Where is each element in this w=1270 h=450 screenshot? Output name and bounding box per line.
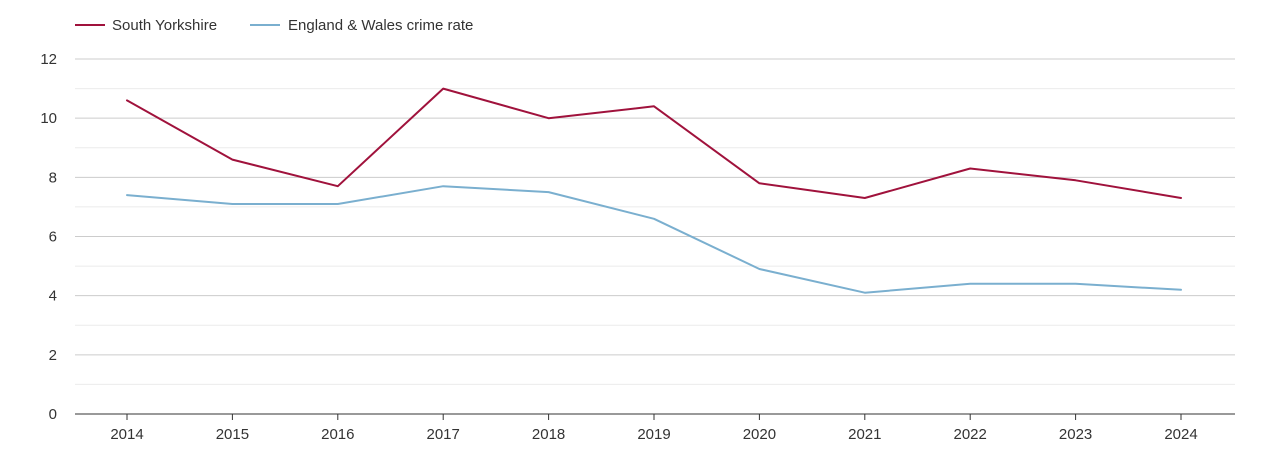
series-line-england-wales: [126, 185, 1182, 294]
x-tick-label: 2019: [637, 426, 670, 443]
x-tick-label: 2016: [321, 426, 354, 443]
x-tick-label: 2024: [1164, 426, 1197, 443]
y-tick-label: 4: [49, 288, 57, 305]
x-tick-label: 2018: [532, 426, 565, 443]
x-tick-label: 2020: [743, 426, 776, 443]
y-tick-label: 8: [49, 169, 57, 186]
y-tick-label: 10: [40, 110, 57, 127]
y-tick-label: 0: [49, 406, 57, 423]
x-tick-label: 2023: [1059, 426, 1092, 443]
legend-label-south-yorkshire: South Yorkshire: [112, 17, 217, 34]
legend-label-england-wales: England & Wales crime rate: [288, 17, 473, 34]
series-line-south-yorkshire: [126, 87, 1182, 199]
x-tick-label: 2021: [848, 426, 881, 443]
y-tick-label: 6: [49, 229, 57, 246]
x-tick-label: 2017: [427, 426, 460, 443]
legend: South Yorkshire England & Wales crime ra…: [75, 17, 473, 34]
x-tick-label: 2015: [216, 426, 249, 443]
gridlines: [75, 58, 1235, 385]
x-tick-label: 2014: [110, 426, 143, 443]
y-axis: 0 2 4 6 8 10 12: [40, 51, 57, 423]
y-tick-label: 2: [49, 347, 57, 364]
y-tick-label: 12: [40, 51, 57, 68]
series-lines: [126, 87, 1182, 294]
x-tick-label: 2022: [954, 426, 987, 443]
x-axis: 2014 2015 2016 2017 2018 2019 2020 2021 2022 2023…: [75, 413, 1235, 443]
